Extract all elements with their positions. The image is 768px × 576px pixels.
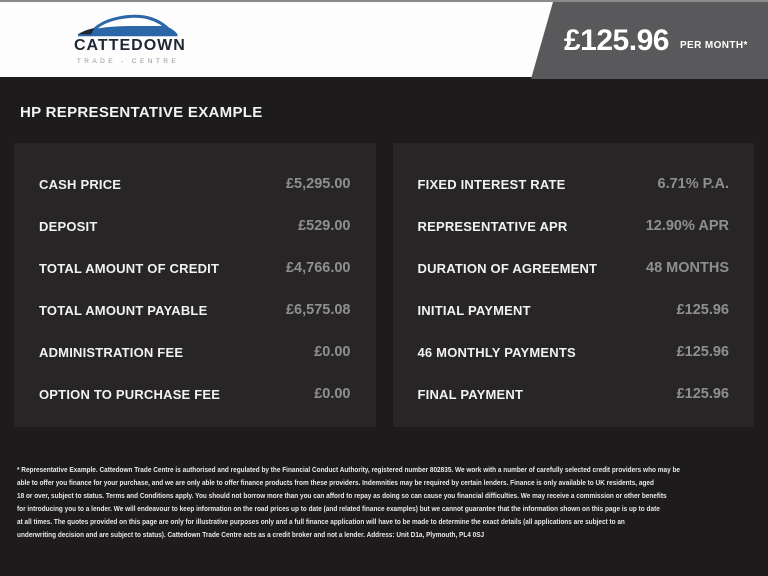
finance-value: 12.90% APR: [645, 218, 729, 234]
finance-row: CASH PRICE £5,295.00: [39, 163, 351, 205]
header-bar: CATTEDOWN TRADE - CENTRE £125.96 PER MON…: [0, 0, 768, 79]
page-title: HP REPRESENTATIVE EXAMPLE: [20, 104, 263, 121]
monthly-price: £125.96: [564, 23, 669, 57]
finance-panel-right: FIXED INTEREST RATE 6.71% P.A. REPRESENTAT…: [392, 143, 754, 427]
finance-row: OPTION TO PURCHASE FEE £0.00: [39, 373, 351, 415]
finance-label: TOTAL AMOUNT PAYABLE: [39, 302, 208, 318]
finance-label: REPRESENTATIVE APR: [417, 218, 568, 234]
brand-logo: CATTEDOWN TRADE - CENTRE: [74, 11, 186, 65]
finance-label: ADMINISTRATION FEE: [39, 344, 184, 360]
finance-value: £0.00: [314, 344, 351, 360]
finance-value: £5,295.00: [285, 176, 351, 192]
finance-label: DEPOSIT: [39, 218, 98, 234]
finance-label: 46 MONTHLY PAYMENTS: [417, 344, 576, 360]
finance-row: FINAL PAYMENT £125.96: [418, 373, 730, 415]
finance-row: 46 MONTHLY PAYMENTS £125.96: [418, 331, 730, 373]
car-logo-icon: [74, 11, 182, 38]
finance-label: DURATION OF AGREEMENT: [417, 260, 598, 276]
finance-row: REPRESENTATIVE APR 12.90% APR: [418, 205, 730, 247]
finance-value: £125.96: [676, 302, 729, 318]
disclaimer-line: able to offer you finance for your purch…: [17, 478, 654, 487]
finance-label: FIXED INTEREST RATE: [417, 176, 566, 192]
finance-label: OPTION TO PURCHASE FEE: [39, 386, 221, 402]
finance-label: FINAL PAYMENT: [417, 386, 524, 402]
finance-value: £0.00: [314, 386, 351, 402]
monthly-price-suffix: PER MONTH*: [679, 39, 748, 51]
finance-row: FIXED INTEREST RATE 6.71% P.A.: [418, 163, 730, 205]
finance-row: DEPOSIT £529.00: [39, 205, 351, 247]
disclaimer-line: * Representative Example. Cattedown Trad…: [17, 465, 680, 474]
finance-value: 48 MONTHS: [646, 260, 729, 276]
disclaimer-line: for introducing you to a lender. We will…: [17, 504, 660, 513]
finance-value: 6.71% P.A.: [657, 176, 729, 192]
finance-value: £529.00: [298, 218, 351, 234]
finance-row: TOTAL AMOUNT PAYABLE £6,575.08: [39, 289, 351, 331]
finance-value: £4,766.00: [285, 260, 351, 276]
finance-value: £125.96: [676, 344, 729, 360]
finance-label: TOTAL AMOUNT OF CREDIT: [39, 260, 220, 276]
finance-row: DURATION OF AGREEMENT 48 MONTHS: [418, 247, 730, 289]
disclaimer-line: at all times. The quotes provided on thi…: [17, 517, 625, 526]
finance-row: TOTAL AMOUNT OF CREDIT £4,766.00: [39, 247, 351, 289]
finance-label: CASH PRICE: [39, 176, 122, 192]
finance-panels: CASH PRICE £5,295.00 DEPOSIT £529.00 TOTAL A…: [14, 143, 754, 427]
disclaimer-line: underwriting decision and are subject to…: [17, 530, 485, 539]
disclaimer-text: * Representative Example. Cattedown Trad…: [17, 463, 761, 541]
finance-row: INITIAL PAYMENT £125.96: [418, 289, 730, 331]
finance-value: £125.96: [676, 386, 729, 402]
disclaimer-line: 18 or over, subject to status. Terms and…: [17, 491, 667, 500]
finance-row: ADMINISTRATION FEE £0.00: [39, 331, 351, 373]
monthly-price-banner: £125.96 PER MONTH*: [531, 2, 768, 79]
brand-tagline: TRADE - CENTRE: [76, 57, 180, 65]
finance-value: £6,575.08: [285, 302, 351, 318]
finance-label: INITIAL PAYMENT: [417, 302, 531, 318]
finance-panel-left: CASH PRICE £5,295.00 DEPOSIT £529.00 TOTAL A…: [14, 143, 376, 427]
brand-name: CATTEDOWN: [74, 37, 186, 54]
